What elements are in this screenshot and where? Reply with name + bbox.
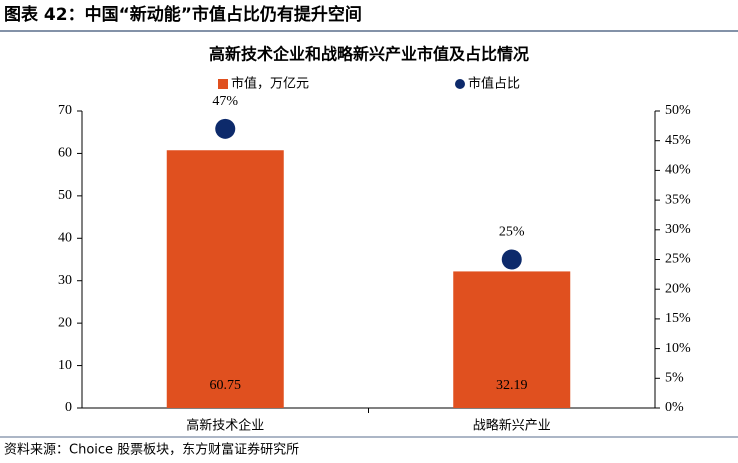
y2-tick-label: 25%: [665, 252, 691, 267]
y-tick-label: 40: [58, 231, 72, 246]
legend-label: 市值，万亿元: [231, 76, 309, 92]
source-note: 资料来源：Choice 股票板块，东方财富证券研究所: [4, 442, 299, 458]
dot: [215, 118, 236, 139]
y2-tick-label: 0%: [665, 400, 684, 415]
y2-tick-label: 45%: [665, 133, 691, 148]
y-tick-label: 50: [58, 188, 72, 203]
y-tick-label: 10: [58, 358, 72, 373]
y-tick-label: 30: [58, 273, 72, 288]
y2-tick-label: 40%: [665, 163, 691, 178]
header-title: 图表 42：中国“新动能”市值占比仍有提升空间: [4, 4, 362, 25]
y-tick-label: 0: [65, 400, 72, 415]
y2-tick-label: 5%: [665, 371, 684, 386]
y-tick-label: 60: [58, 146, 72, 161]
y2-tick-label: 20%: [665, 281, 691, 296]
y-tick-label: 70: [58, 103, 72, 118]
bar-value-label: 32.19: [496, 378, 528, 393]
dot-value-label: 47%: [212, 94, 238, 109]
bar-value-label: 60.75: [210, 378, 242, 393]
legend-swatch: [218, 79, 228, 89]
x-tick-label: 高新技术企业: [186, 418, 264, 434]
legend-swatch: [455, 79, 465, 89]
y2-tick-label: 10%: [665, 341, 691, 356]
y2-tick-label: 50%: [665, 103, 691, 118]
y-tick-label: 20: [58, 315, 72, 330]
y2-tick-label: 15%: [665, 311, 691, 326]
bar: [453, 271, 571, 408]
legend-label: 市值占比: [468, 76, 520, 92]
dot: [501, 249, 522, 270]
y2-tick-label: 35%: [665, 192, 691, 207]
y2-tick-label: 30%: [665, 222, 691, 237]
dot-value-label: 25%: [499, 225, 525, 240]
x-tick-label: 战略新兴产业: [473, 418, 551, 434]
chart-title: 高新技术企业和战略新兴产业市值及占比情况: [209, 45, 529, 64]
bar: [166, 150, 284, 408]
